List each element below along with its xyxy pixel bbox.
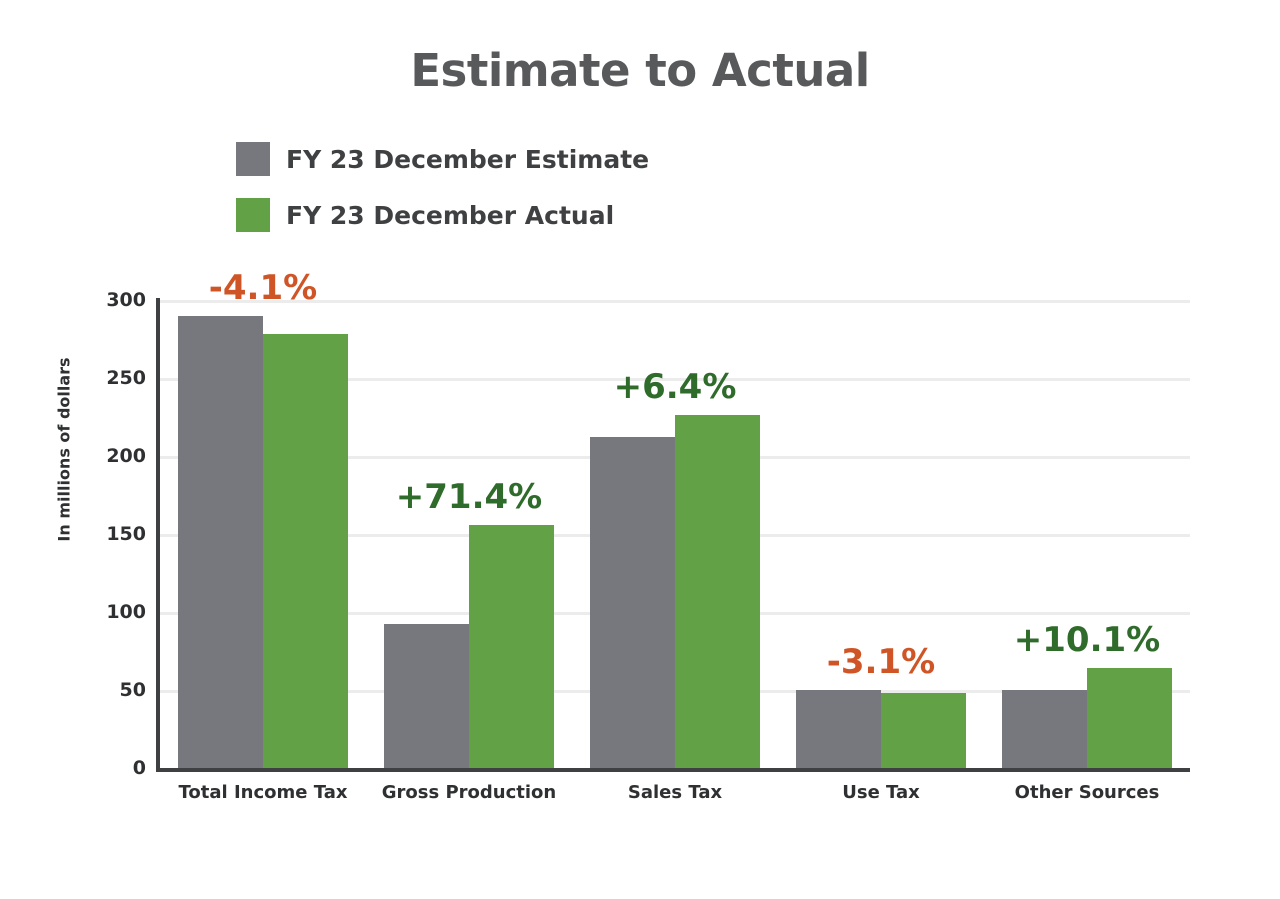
x-tick-label: Use Tax	[842, 782, 920, 803]
bar-estimate[interactable]	[1002, 690, 1087, 768]
bars	[796, 300, 966, 768]
bar-actual[interactable]	[881, 693, 966, 768]
bars	[178, 300, 348, 768]
bar-actual[interactable]	[469, 524, 554, 768]
plot-area: 300 250 200 150 100 50 0 -4.1% Total Income Tax…	[106, 268, 1190, 803]
legend-item-estimate: FY 23 December Estimate	[236, 138, 736, 180]
x-tick-label: Gross Production	[381, 782, 557, 803]
bar-group: +10.1% Other Sources	[1002, 300, 1172, 803]
y-axis-line	[156, 298, 160, 770]
bar-estimate[interactable]	[178, 315, 263, 768]
bar-estimate[interactable]	[590, 437, 675, 768]
bars	[1002, 300, 1172, 768]
delta-label: +10.1%	[1013, 620, 1161, 661]
chart-legend: FY 23 December Estimate FY 23 December A…	[236, 138, 736, 250]
legend-item-actual: FY 23 December Actual	[236, 194, 736, 236]
y-tick-label: 200	[106, 445, 146, 467]
delta-label: -3.1%	[826, 642, 936, 682]
y-tick-label: 250	[106, 367, 146, 389]
legend-label-actual: FY 23 December Actual	[286, 200, 615, 230]
bar-estimate[interactable]	[384, 624, 469, 768]
y-tick-label: 50	[119, 679, 146, 701]
gridline: 300	[106, 289, 1190, 311]
legend-label-estimate: FY 23 December Estimate	[286, 144, 650, 174]
legend-swatch-actual	[236, 198, 270, 232]
bar-group: -4.1% Total Income Tax	[178, 268, 348, 803]
bar-actual[interactable]	[1087, 668, 1172, 768]
y-tick-label: 0	[132, 757, 146, 779]
x-tick-label: Total Income Tax	[178, 782, 348, 803]
legend-swatch-estimate	[236, 142, 270, 176]
x-tick-label: Other Sources	[1014, 782, 1160, 803]
bar-group: -3.1% Use Tax	[796, 300, 966, 803]
bar-group: +71.4% Gross Production	[382, 300, 556, 803]
delta-label: +71.4%	[395, 476, 543, 517]
x-tick-label: Sales Tax	[627, 782, 723, 803]
delta-label: -4.1%	[208, 267, 318, 308]
y-tick-label: 150	[106, 523, 146, 545]
bars	[590, 300, 760, 768]
chart-title: Estimate to Actual	[410, 44, 870, 97]
delta-label: +6.4%	[613, 367, 737, 408]
gridline: 0	[133, 757, 1190, 779]
bar-group: +6.4% Sales Tax	[590, 300, 760, 803]
bar-actual[interactable]	[263, 334, 348, 768]
bar-actual[interactable]	[675, 415, 760, 768]
gridline: 250	[106, 367, 1190, 389]
bar-estimate[interactable]	[796, 690, 881, 768]
y-tick-label: 100	[106, 601, 146, 623]
y-tick-label: 300	[106, 289, 146, 311]
y-axis-title: In millions of dollars	[54, 357, 74, 542]
x-axis-line	[156, 768, 1190, 772]
bars	[384, 300, 554, 768]
